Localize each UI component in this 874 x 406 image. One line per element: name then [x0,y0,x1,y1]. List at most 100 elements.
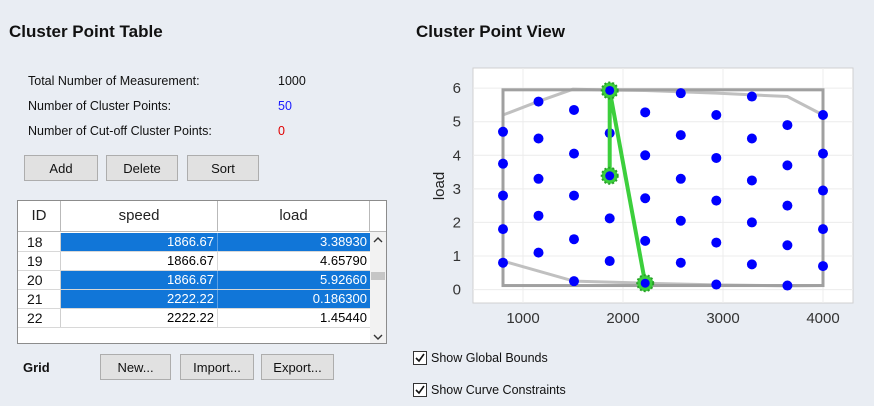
cluster-point[interactable] [640,235,651,246]
cluster-point[interactable] [569,276,579,287]
cluster-point[interactable] [498,224,508,235]
cluster-point[interactable] [604,256,615,267]
sort-button[interactable]: Sort [187,155,259,181]
table-row[interactable]: 20 1866.67 5.92660 [18,271,370,290]
stat-label-total: Total Number of Measurement: [28,74,200,88]
show-global-bounds-checkbox[interactable] [413,351,427,365]
cell-load[interactable]: 0.186300 [218,290,370,308]
cluster-point[interactable] [711,279,722,290]
cell-id[interactable]: 21 [18,290,61,308]
cell-load[interactable]: 3.38930 [218,233,370,251]
cluster-point[interactable] [569,148,579,159]
cell-id[interactable]: 18 [18,233,61,251]
table-row[interactable]: 18 1866.67 3.38930 [18,233,370,252]
cluster-point[interactable] [533,173,544,184]
cluster-point[interactable] [818,224,828,235]
cluster-point[interactable] [569,104,579,115]
cluster-point-table[interactable]: ID speed load 18 1866.67 3.38930 19 1866… [17,200,387,344]
cell-load[interactable]: 4.65790 [320,253,367,268]
cluster-point[interactable] [675,88,686,99]
show-global-bounds-label[interactable]: Show Global Bounds [431,351,548,365]
cell-id[interactable]: 19 [18,252,61,270]
cell-load[interactable]: 5.92660 [218,271,370,289]
cluster-point[interactable] [711,237,722,248]
cluster-point[interactable] [782,280,793,291]
show-curve-constraints-checkbox[interactable] [413,383,427,397]
y-tick-label: 5 [453,114,461,131]
cluster-point[interactable] [675,257,686,268]
cell-load[interactable]: 1.45440 [320,310,367,325]
cluster-point[interactable] [498,257,508,268]
cluster-point[interactable] [711,110,722,120]
cluster-point[interactable] [640,193,651,204]
cell-speed[interactable]: 1866.67 [61,252,218,270]
table-panel-title: Cluster Point Table [9,22,163,41]
cluster-point[interactable] [533,133,544,144]
selected-path [600,81,655,293]
cluster-point[interactable] [711,152,722,163]
delete-button[interactable]: Delete [106,155,178,181]
cluster-point[interactable] [675,130,686,141]
cluster-point[interactable] [782,240,793,251]
cluster-point[interactable] [569,190,579,201]
table-row[interactable]: 19 1866.67 4.65790 [18,252,370,271]
stat-value-cutoff: 0 [278,124,285,138]
scroll-up-icon[interactable] [373,237,383,243]
grid-import-button[interactable]: Import... [180,354,254,380]
table-row[interactable]: 21 2222.22 0.186300 [18,290,370,309]
cluster-point[interactable] [782,120,793,131]
cluster-point[interactable] [746,259,757,270]
cluster-point[interactable] [746,133,757,144]
cluster-point[interactable] [818,185,828,196]
plot-area [472,67,854,304]
cluster-point[interactable] [498,190,508,201]
cell-speed[interactable]: 1866.67 [61,233,218,251]
cluster-point[interactable] [746,91,757,102]
cluster-point[interactable] [498,126,508,137]
cluster-point[interactable] [498,158,508,169]
add-button[interactable]: Add [24,155,98,181]
cluster-point[interactable] [675,173,686,184]
cluster-point[interactable] [782,200,793,211]
cluster-point[interactable] [533,210,544,221]
cluster-point[interactable] [818,261,828,272]
grid-new-button[interactable]: New... [100,354,171,380]
cell-id[interactable]: 20 [18,271,61,289]
show-curve-constraints-label[interactable]: Show Curve Constraints [431,383,566,397]
cluster-point[interactable] [746,175,757,186]
cluster-point[interactable] [818,110,828,120]
x-tick-label: 4000 [806,310,839,327]
axis-ticks: 1000 2000 3000 4000 0 1 2 3 4 5 6 [453,80,840,327]
scrollbar-thumb[interactable] [371,272,385,280]
x-tick-label: 2000 [606,310,639,327]
cluster-point[interactable] [675,215,686,226]
cluster-point-chart[interactable]: 1000 2000 3000 4000 0 1 2 3 4 5 6 load [430,56,870,342]
cluster-point[interactable] [782,160,793,171]
column-header-load[interactable]: load [218,201,370,231]
cluster-point[interactable] [746,217,757,228]
cluster-point[interactable] [533,247,544,258]
stat-value-cluster: 50 [278,99,292,113]
cluster-points[interactable] [498,85,828,291]
cluster-point[interactable] [640,107,651,118]
cluster-point[interactable] [640,150,651,161]
cluster-point[interactable] [711,195,722,206]
cluster-point[interactable] [533,96,544,107]
cell-id[interactable]: 22 [18,309,61,327]
cell-speed[interactable]: 2222.22 [61,290,218,308]
scrollbar-graphic [371,237,385,340]
cluster-point[interactable] [604,213,615,224]
stat-value-total: 1000 [278,74,306,88]
cluster-point[interactable] [569,234,579,245]
stat-label-cluster: Number of Cluster Points: [28,99,172,113]
column-header-id[interactable]: ID [18,201,61,231]
cluster-point[interactable] [818,148,828,159]
column-header-speed[interactable]: speed [61,201,218,231]
cell-speed[interactable]: 1866.67 [61,271,218,289]
y-tick-label: 3 [453,181,461,198]
scroll-down-icon[interactable] [373,334,383,340]
table-row[interactable]: 22 2222.22 1.45440 [18,309,370,328]
table-scrollbar[interactable] [370,232,386,343]
grid-export-button[interactable]: Export... [261,354,334,380]
cell-speed[interactable]: 2222.22 [61,309,218,327]
